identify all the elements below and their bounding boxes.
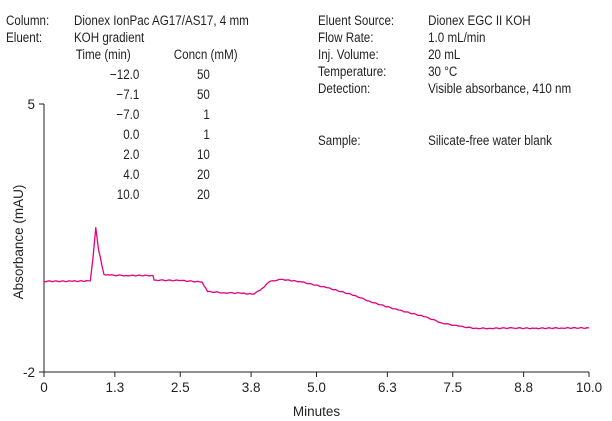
x-tick-label: 1.3 xyxy=(105,380,124,395)
axis-ticks: 0 1.3 2.5 3.8 5.0 6.3 7.5 8.8 10.05-2 xyxy=(23,97,602,395)
gradient-header: Concn (mM) xyxy=(173,47,238,62)
condition-value: Dionex IonPac AG17/AS17, 4 mm xyxy=(73,13,249,28)
gradient-cell: 2.0 xyxy=(123,147,140,162)
x-tick-label: 6.3 xyxy=(378,380,397,395)
x-tick-label: 5.0 xyxy=(307,380,326,395)
y-axis-label: Absorbance (mAU) xyxy=(11,185,26,300)
gradient-cell: 50 xyxy=(196,87,210,102)
condition-label: Detection: xyxy=(318,81,371,96)
condition-value: KOH gradient xyxy=(73,30,145,45)
condition-value: 30 °C xyxy=(428,64,458,79)
gradient-cell: 50 xyxy=(196,67,210,82)
condition-value: 1.0 mL/min xyxy=(428,30,486,45)
gradient-header: Time (min) xyxy=(75,47,131,62)
x-tick-label: 10.0 xyxy=(576,380,602,395)
sample-value: Silicate-free water blank xyxy=(428,133,552,148)
y-tick-label: -2 xyxy=(23,365,35,380)
gradient-cell: 4.0 xyxy=(123,167,140,182)
gradient-cell: 1 xyxy=(203,127,210,142)
condition-label: Temperature: xyxy=(318,64,387,79)
condition-value: Visible absorbance, 410 nm xyxy=(428,81,572,96)
gradient-cell: 10.0 xyxy=(116,187,140,202)
x-tick-label: 3.8 xyxy=(242,380,261,395)
series-line-0 xyxy=(43,227,590,330)
sample-label: Sample: xyxy=(318,133,361,148)
condition-label: Flow Rate: xyxy=(318,30,374,45)
condition-label: Inj. Volume: xyxy=(318,47,379,62)
condition-value: Dionex EGC II KOH xyxy=(428,13,531,28)
gradient-cell: 0.0 xyxy=(123,127,140,142)
gradient-cell: 1 xyxy=(203,107,210,122)
gradient-cell: 10 xyxy=(196,147,210,162)
x-tick-label: 7.5 xyxy=(443,380,462,395)
condition-value: 20 mL xyxy=(428,47,461,62)
gradient-cell: 20 xyxy=(196,187,210,202)
y-tick-label: 5 xyxy=(27,97,35,112)
gradient-cell: −7.0 xyxy=(116,107,140,122)
gradient-cell: 20 xyxy=(196,167,210,182)
x-tick-label: 0 xyxy=(40,380,48,395)
x-axis-label: Minutes xyxy=(293,404,341,419)
chart-series xyxy=(43,227,590,330)
x-tick-label: 2.5 xyxy=(171,380,190,395)
condition-label: Column: xyxy=(6,13,50,28)
x-tick-label: 8.8 xyxy=(514,380,533,395)
condition-label: Eluent Source: xyxy=(318,13,395,28)
gradient-cell: −12.0 xyxy=(109,67,140,82)
condition-label: Eluent: xyxy=(6,30,43,45)
gradient-cell: −7.1 xyxy=(116,87,140,102)
